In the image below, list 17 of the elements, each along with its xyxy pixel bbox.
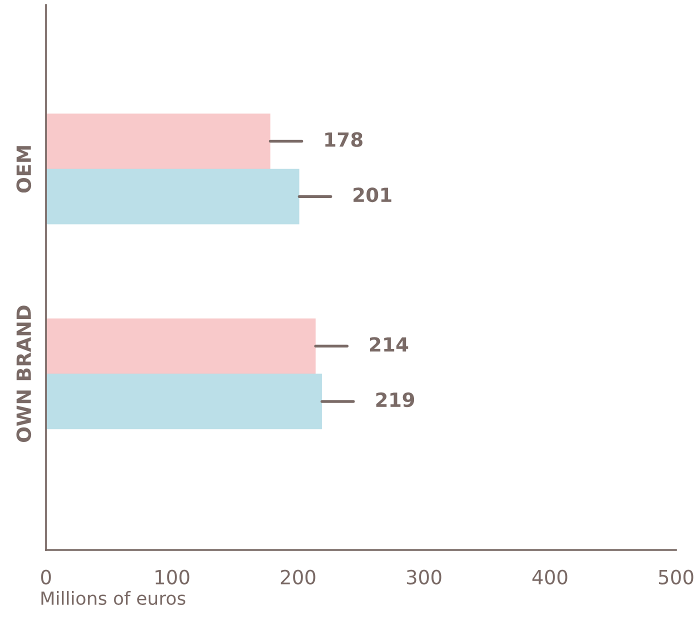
data-label: 201 [354, 188, 392, 202]
bar [46, 114, 270, 169]
x-tick-label: 500 [658, 570, 694, 584]
bar [46, 318, 316, 374]
y-tick-label: OEM [16, 146, 32, 193]
x-tick-label: 100 [156, 570, 190, 584]
y-tick-label: OWN BRAND [16, 306, 32, 442]
data-label: 214 [370, 337, 408, 352]
x-tick-label: 0 [41, 570, 51, 584]
x-axis-title: Millions of euros [41, 591, 186, 606]
x-tick-label: 200 [280, 570, 316, 584]
bar [46, 168, 300, 224]
data-label: 178 [325, 132, 362, 147]
data-label: 219 [376, 392, 414, 408]
x-tick-label: 300 [406, 570, 442, 584]
bar [46, 374, 322, 430]
x-tick-label: 400 [532, 570, 568, 584]
